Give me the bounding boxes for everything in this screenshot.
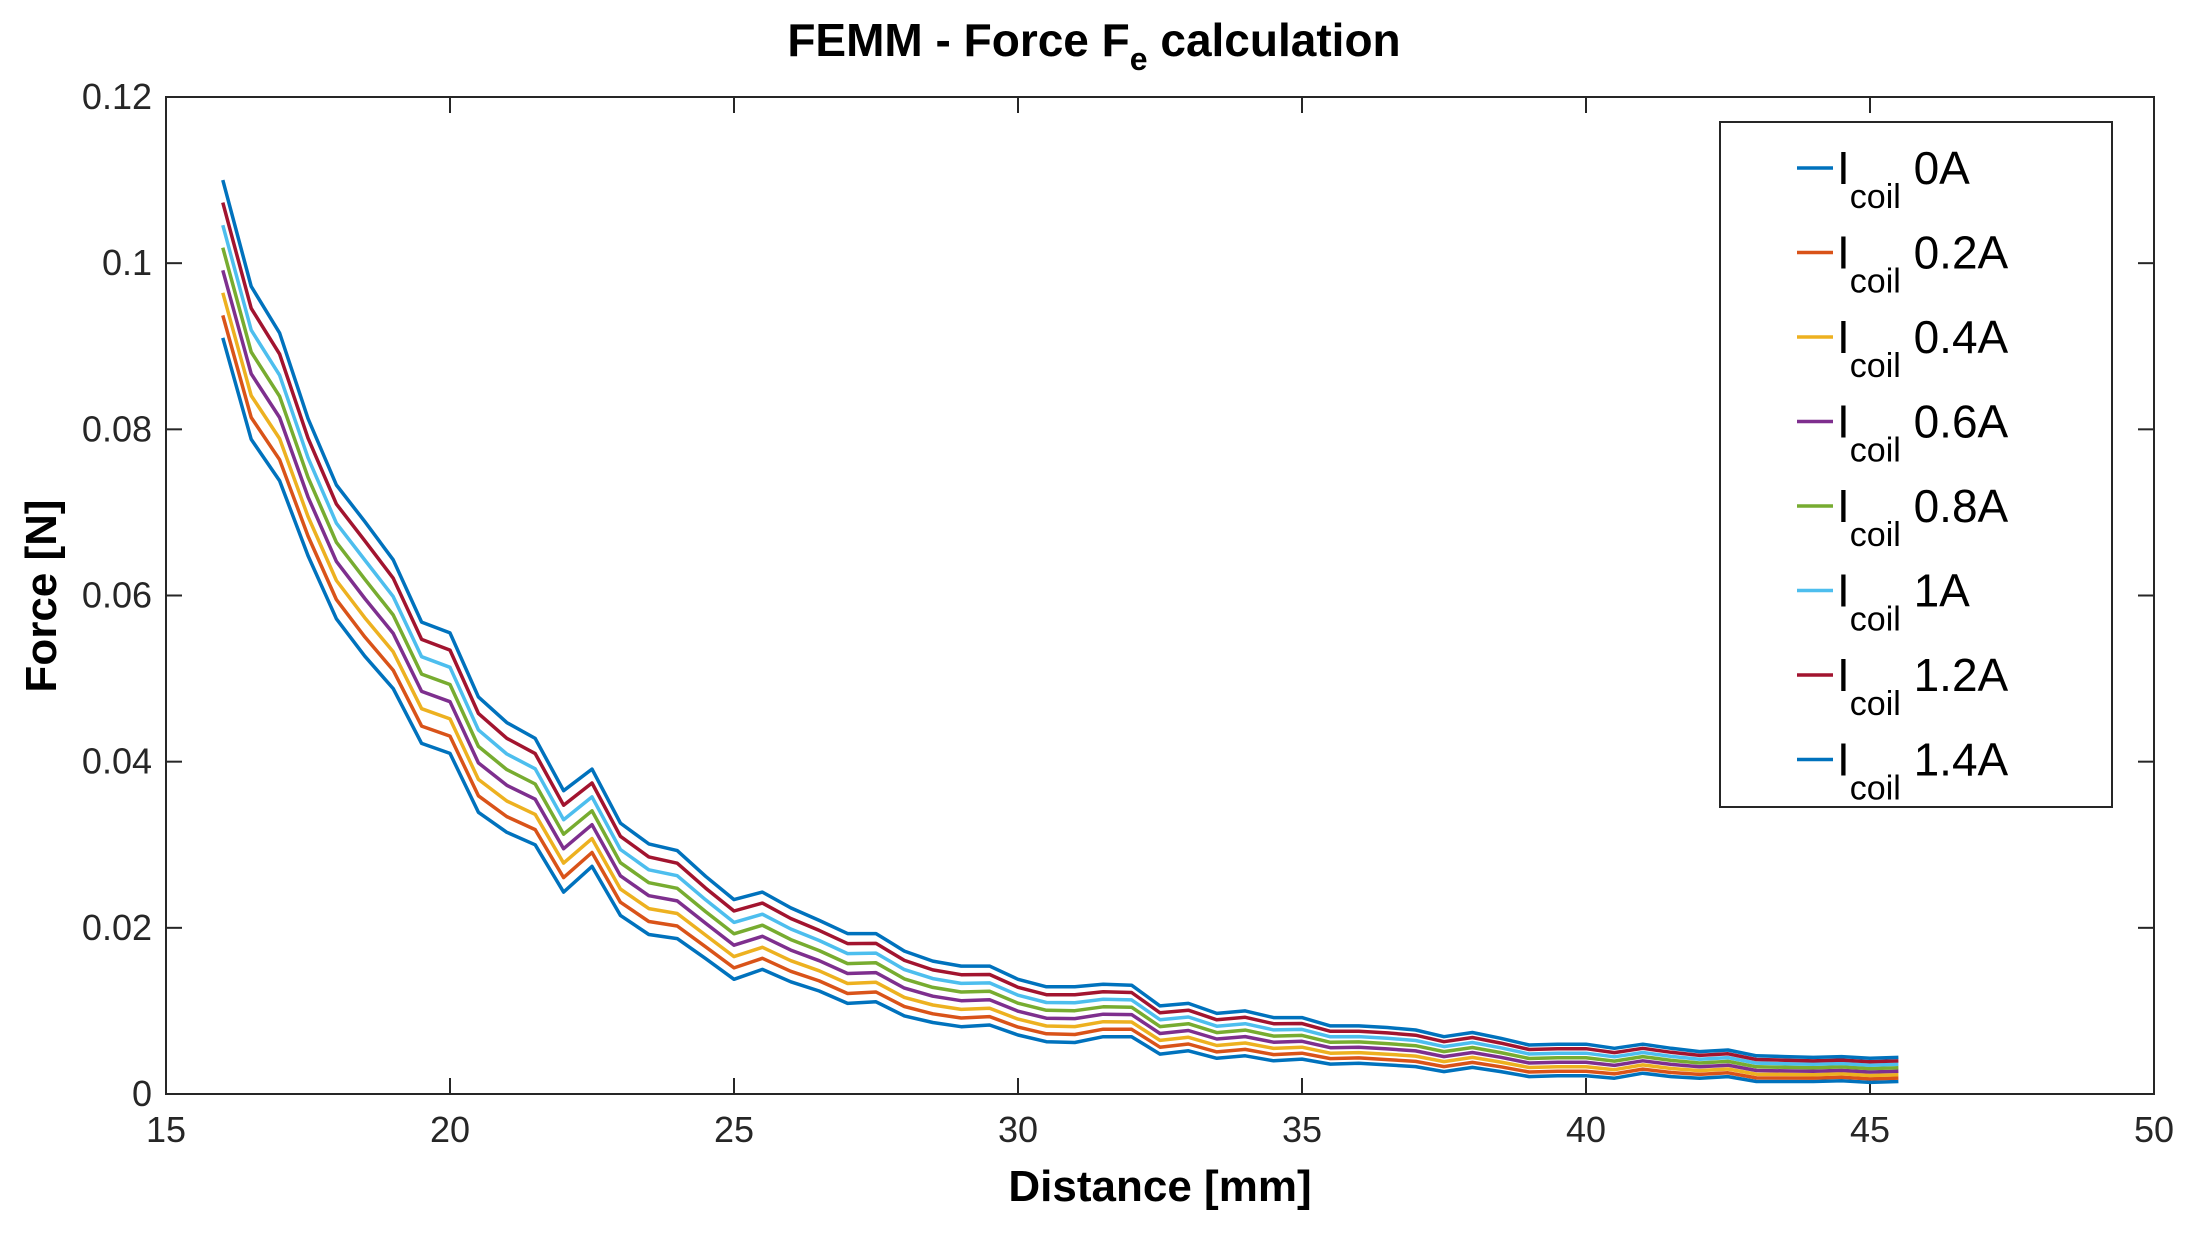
y-tick-label: 0.08 xyxy=(82,408,152,449)
y-tick-label: 0.1 xyxy=(102,242,152,283)
chart-title-tail: calculation xyxy=(1148,14,1401,66)
series-line-1-4a xyxy=(221,179,1899,1061)
y-tick-label: 0.06 xyxy=(82,575,152,616)
chart-title-main: FEMM - Force F xyxy=(787,14,1129,66)
series-line-0-2a xyxy=(221,314,1899,1081)
x-axis-title: Distance [mm] xyxy=(1008,1162,1311,1211)
y-tick-label: 0 xyxy=(132,1073,152,1114)
series-line-1a xyxy=(221,224,1899,1067)
x-tick-label: 50 xyxy=(2134,1109,2174,1150)
series-lines xyxy=(221,179,1899,1085)
legend-entry-label: Icoil 0.2A xyxy=(1837,227,2009,301)
chart-title-subscript: e xyxy=(1130,41,1148,77)
series-line-1-2a xyxy=(221,202,1899,1064)
y-tick-label: 0.02 xyxy=(82,907,152,948)
x-tick-label: 30 xyxy=(998,1109,1038,1150)
series-line-0-6a xyxy=(221,269,1899,1074)
x-tick-label: 15 xyxy=(146,1109,186,1150)
y-tick-label: 0.04 xyxy=(82,741,152,782)
chart-title: FEMM - Force Fe calculation xyxy=(787,14,1400,77)
x-tick-label: 35 xyxy=(1282,1109,1322,1150)
y-tick-label: 0.12 xyxy=(82,76,152,117)
x-tick-label: 40 xyxy=(1566,1109,1606,1150)
x-tick-label: 25 xyxy=(714,1109,754,1150)
legend-entry-label: Icoil 0.4A xyxy=(1837,311,2009,385)
legend-entry-label: Icoil 0.6A xyxy=(1837,396,2009,470)
series-line-0-8a xyxy=(221,247,1899,1071)
legend-entry-label: Icoil 1.2A xyxy=(1837,649,2009,723)
y-axis-title: Force [N] xyxy=(17,499,66,692)
legend-entry-label: Icoil 0.8A xyxy=(1837,480,2009,554)
axis-tick-labels: 15 20 25 30 35 40 45 50 0 0.02 0.04 0.06 0.08 0.1 0.12 xyxy=(82,76,2174,1150)
axis-ticks xyxy=(165,96,2155,1095)
x-tick-label: 45 xyxy=(1850,1109,1890,1150)
x-tick-label: 20 xyxy=(430,1109,470,1150)
legend-box xyxy=(1719,121,2113,808)
series-line-0-4a xyxy=(221,292,1899,1078)
legend: Icoil 0A Icoil 0.2A Icoil 0.4A Icoil 0.6A Ic… xyxy=(1719,121,2113,808)
legend-entry-label: Icoil 0A xyxy=(1837,142,1970,216)
series-line-0a xyxy=(221,337,1899,1085)
legend-entry-label: Icoil 1.4A xyxy=(1837,734,2009,808)
legend-entry-label: Icoil 1A xyxy=(1837,565,1970,639)
